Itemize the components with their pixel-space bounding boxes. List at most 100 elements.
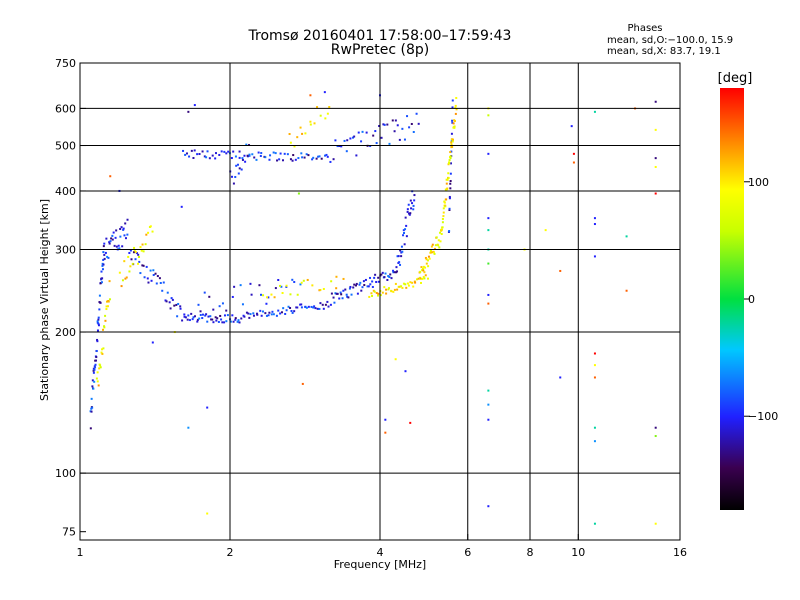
data-point — [93, 380, 96, 383]
data-point — [399, 263, 402, 266]
data-point — [654, 435, 657, 438]
data-point — [90, 407, 93, 410]
data-point — [320, 157, 323, 160]
data-point — [487, 217, 490, 220]
data-point — [393, 288, 396, 291]
data-point — [182, 149, 185, 152]
data-point — [100, 270, 103, 273]
data-point — [274, 287, 277, 290]
data-point — [268, 158, 271, 161]
data-point — [203, 291, 206, 294]
data-point — [205, 313, 208, 316]
data-point — [95, 377, 98, 380]
data-point — [338, 297, 341, 300]
data-point — [236, 163, 239, 166]
data-point — [104, 251, 107, 254]
data-point — [230, 157, 233, 160]
data-point — [334, 292, 337, 295]
data-point — [289, 141, 292, 144]
data-point — [402, 282, 405, 285]
data-point — [593, 364, 596, 367]
data-point — [446, 178, 449, 181]
data-point — [273, 296, 276, 299]
data-point — [266, 296, 269, 299]
data-point — [97, 384, 100, 387]
data-point — [303, 156, 306, 159]
data-point — [264, 156, 267, 159]
data-point — [451, 119, 454, 122]
data-point — [240, 168, 243, 171]
data-point — [411, 281, 414, 284]
data-point — [324, 117, 327, 120]
data-point — [403, 231, 406, 234]
data-point — [179, 307, 182, 310]
data-point — [291, 278, 294, 281]
data-point — [297, 157, 300, 160]
data-point — [340, 145, 343, 148]
data-point — [215, 319, 218, 322]
data-point — [428, 257, 431, 260]
data-point — [290, 309, 293, 312]
data-point — [103, 325, 106, 328]
data-point — [92, 371, 95, 374]
data-point — [206, 320, 209, 323]
data-point — [291, 159, 294, 162]
data-point — [451, 138, 454, 141]
data-point — [451, 121, 454, 124]
data-point — [396, 124, 399, 127]
data-point — [192, 156, 195, 159]
data-point — [593, 110, 596, 113]
data-point — [410, 207, 413, 210]
data-point — [318, 307, 321, 310]
data-point — [260, 314, 263, 317]
data-point — [164, 299, 167, 302]
data-point — [654, 426, 657, 429]
data-point — [115, 245, 118, 248]
data-point — [232, 320, 235, 323]
data-point — [413, 280, 416, 283]
data-point — [102, 245, 105, 248]
data-point — [402, 234, 405, 237]
data-point — [423, 271, 426, 274]
data-point — [409, 212, 412, 215]
data-point — [422, 265, 425, 268]
data-point — [323, 91, 326, 94]
data-point — [343, 139, 346, 142]
data-point — [334, 139, 337, 142]
data-point — [250, 293, 253, 296]
data-point — [346, 139, 349, 142]
data-point — [353, 283, 356, 286]
data-point — [96, 329, 99, 332]
data-point — [449, 180, 452, 183]
data-point — [399, 249, 402, 252]
data-point — [216, 317, 219, 320]
data-point — [324, 154, 327, 157]
data-point — [314, 307, 317, 310]
data-point — [99, 282, 102, 285]
data-point — [397, 255, 400, 258]
data-point — [232, 150, 235, 153]
data-point — [129, 265, 132, 268]
data-point — [367, 285, 370, 288]
data-point — [293, 310, 296, 313]
data-point — [285, 309, 288, 312]
data-point — [572, 152, 575, 155]
data-point — [90, 410, 93, 413]
data-point — [185, 152, 188, 155]
data-point — [190, 149, 193, 152]
data-point — [115, 229, 118, 232]
data-point — [654, 157, 657, 160]
data-point — [382, 123, 385, 126]
data-point — [392, 269, 395, 272]
data-point — [355, 284, 358, 287]
data-point — [184, 316, 187, 319]
data-point — [220, 318, 223, 321]
data-point — [625, 289, 628, 292]
data-point — [292, 154, 295, 157]
data-point — [92, 367, 95, 370]
data-point — [304, 305, 307, 308]
data-point — [453, 120, 456, 123]
data-point — [300, 281, 303, 284]
data-point — [238, 150, 241, 153]
data-point — [105, 237, 108, 240]
